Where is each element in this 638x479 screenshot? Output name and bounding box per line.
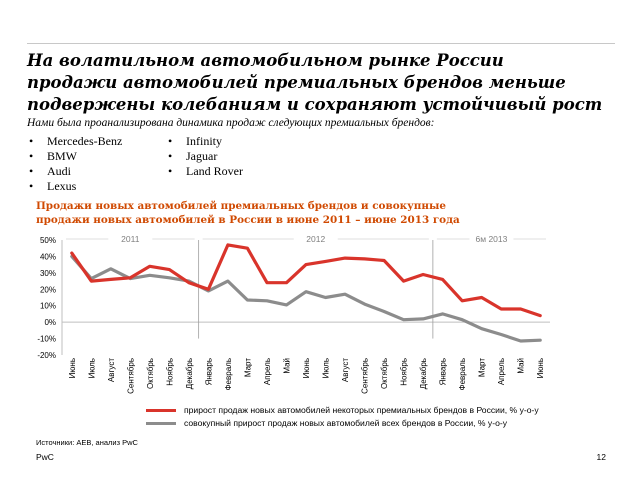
x-tick-label: Август: [107, 358, 116, 382]
y-tick-label: 50%: [40, 236, 56, 245]
x-tick-label: Июнь: [68, 358, 77, 378]
x-tick-label: Апрель: [497, 358, 506, 385]
period-label-background: [108, 234, 153, 244]
footer-logo-text: PwC: [36, 452, 54, 462]
x-tick-label: Сентябрь: [361, 358, 370, 394]
x-tick-label: Июнь: [536, 358, 545, 378]
brand-item: Land Rover: [166, 164, 243, 179]
x-tick-label: Февраль: [458, 358, 467, 391]
x-tick-label: Октябрь: [146, 358, 155, 389]
brand-item: BMW: [27, 149, 122, 164]
legend-label-premium: прирост продаж новых автомобилей некотор…: [184, 405, 539, 415]
x-tick-label: Апрель: [263, 358, 272, 385]
brand-item: Jaguar: [166, 149, 243, 164]
x-tick-label: Январь: [439, 358, 448, 385]
y-tick-label: -20%: [37, 351, 56, 360]
premium-series-line: [70, 243, 542, 318]
period-label-background: [469, 234, 514, 244]
x-tick-label: Июль: [87, 358, 96, 378]
y-tick-label: 40%: [40, 252, 56, 261]
x-tick-label: Июль: [322, 358, 331, 378]
chart-title: Продажи новых автомобилей премиальных бр…: [36, 199, 460, 227]
brand-list-left: Mercedes-Benz BMW Audi Lexus: [27, 134, 122, 194]
chart-legend: прирост продаж новых автомобилей некотор…: [146, 404, 539, 430]
page-number: 12: [596, 452, 606, 462]
legend-label-total: совокупный прирост продаж новых автомоби…: [184, 418, 508, 428]
slide-title: На волатильном автомобильном рынке Росси…: [27, 50, 627, 116]
chart-title-line-1: Продажи новых автомобилей премиальных бр…: [36, 200, 447, 212]
slide-subtitle: Нами была проанализирована динамика прод…: [27, 117, 435, 129]
top-divider-line: [27, 43, 615, 44]
y-tick-label: -10%: [37, 335, 56, 344]
x-tick-label: Март: [243, 358, 252, 377]
x-tick-label: Декабрь: [419, 358, 428, 389]
chart-title-line-2: продажи новых автомобилей в России в июн…: [36, 214, 460, 226]
period-label: 2011: [121, 234, 140, 244]
x-tick-label: Июнь: [302, 358, 311, 378]
brand-item: Audi: [27, 164, 122, 179]
x-tick-label: Август: [341, 358, 350, 382]
legend-swatch-premium: [146, 409, 176, 413]
period-label-background: [293, 234, 338, 244]
legend-item-premium: прирост продаж новых автомобилей некотор…: [146, 404, 539, 417]
x-tick-label: Декабрь: [185, 358, 194, 389]
x-tick-label: Март: [478, 358, 487, 377]
slide-title-line-3: подвержены колебаниям и сохраняют устойч…: [27, 95, 603, 114]
brand-item: Lexus: [27, 179, 122, 194]
x-tick-label: Ноябрь: [165, 358, 174, 386]
legend-item-total: совокупный прирост продаж новых автомоби…: [146, 417, 539, 430]
x-tick-label: Ноябрь: [400, 358, 409, 386]
source-note: Источники: AEB, анализ PwC: [36, 438, 138, 447]
y-tick-label: 0%: [44, 318, 56, 327]
legend-swatch-total: [146, 422, 176, 426]
x-tick-label: Сентябрь: [126, 358, 135, 394]
brand-item: Mercedes-Benz: [27, 134, 122, 149]
y-tick-label: 30%: [40, 269, 56, 278]
x-tick-label: Май: [282, 358, 291, 374]
slide-title-line-1: На волатильном автомобильном рынке Росси…: [27, 51, 504, 70]
total-series-line: [70, 254, 542, 343]
line-chart: -20% -10% 0% 10% 20% 30% 40% 50% 2011 2012 6м 2013…: [37, 234, 550, 394]
y-tick-label: 20%: [40, 285, 56, 294]
y-tick-label: 10%: [40, 302, 56, 311]
brand-item: Infinity: [166, 134, 243, 149]
x-tick-label: Октябрь: [380, 358, 389, 389]
x-tick-label: Январь: [204, 358, 213, 385]
brand-list-right: Infinity Jaguar Land Rover: [166, 134, 243, 179]
x-tick-label: Февраль: [224, 358, 233, 391]
slide-title-line-2: продажи автомобилей премиальных брендов …: [27, 73, 566, 92]
period-label: 2012: [306, 234, 325, 244]
x-tick-label: Май: [517, 358, 526, 374]
period-label: 6м 2013: [476, 234, 508, 244]
